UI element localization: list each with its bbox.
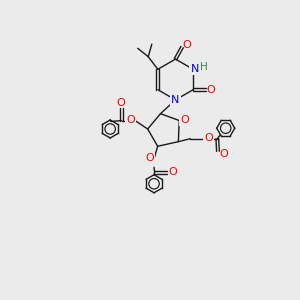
- Text: O: O: [168, 167, 177, 177]
- Text: O: O: [207, 85, 215, 95]
- Text: O: O: [117, 98, 125, 108]
- Text: O: O: [182, 40, 191, 50]
- Text: N: N: [190, 64, 199, 74]
- Text: O: O: [204, 133, 213, 143]
- Text: H: H: [200, 62, 208, 72]
- Text: O: O: [145, 153, 154, 163]
- Text: O: O: [127, 115, 135, 125]
- Text: N: N: [171, 95, 180, 105]
- Text: O: O: [180, 115, 189, 125]
- Text: O: O: [219, 149, 228, 159]
